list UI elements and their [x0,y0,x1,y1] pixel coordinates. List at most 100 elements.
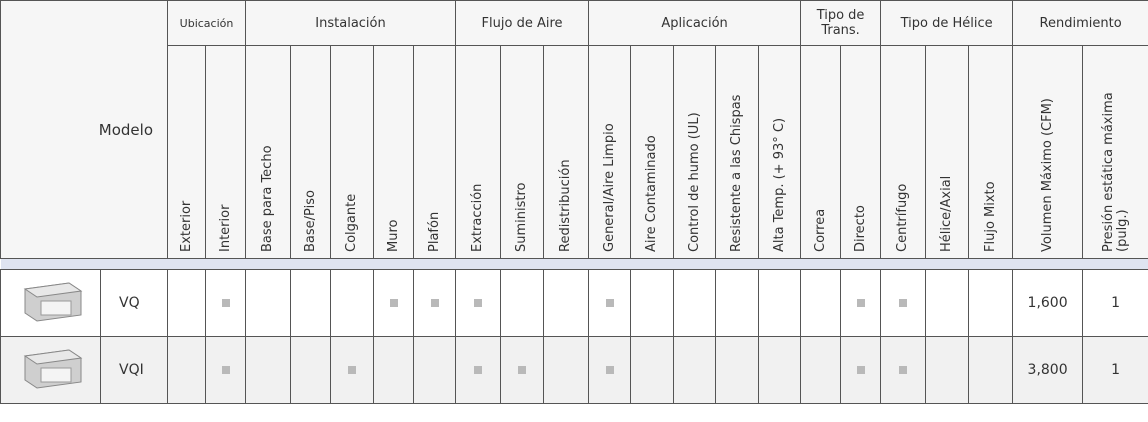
column-header-row: Exterior Interior Base para Techo Base/Piso… [1,45,1148,259]
feature-cell [715,336,760,404]
feature-cell [588,336,632,404]
column-label: Directo [852,205,868,252]
column-label: Extracción [470,183,486,252]
column-header: Presión estática máxima (pulg.) [1082,45,1148,259]
feature-cell [715,269,760,337]
performance-value: 3,800 [1012,336,1084,404]
feature-cell [205,269,246,337]
group-header: Rendimiento [1012,0,1148,46]
feature-cell [543,269,590,337]
performance-value: 1 [1082,269,1148,337]
column-label: Alta Temp. (+ 93° C) [771,117,787,252]
product-image [23,349,82,389]
column-header: Correa [800,45,842,259]
column-label: Flujo Mixto [982,181,998,252]
feature-cell [968,269,1014,337]
feature-cell [245,269,291,337]
feature-mark [899,365,908,374]
performance-value: 1,600 [1012,269,1084,337]
feature-mark [899,298,908,307]
column-label: Base para Techo [260,145,275,252]
feature-mark [605,365,614,374]
column-label: Interior [217,204,233,252]
column-header: Interior [205,45,246,259]
column-header: Aire Contaminado [630,45,675,259]
feature-cell [412,269,457,337]
feature-cell [840,269,882,337]
feature-mark [474,365,483,374]
column-header: Volumen Máximo (CFM) [1012,45,1084,259]
group-header: Tipo de Trans. [800,0,882,46]
feature-cell [840,336,882,404]
column-label: Colgante [344,193,359,252]
feature-cell [167,336,206,404]
feature-cell [167,269,206,337]
separator-cell [0,258,1148,270]
column-header: Suministro [500,45,545,259]
column-label: Aire Contaminado [644,135,660,252]
feature-cell [373,336,414,404]
image-cell [0,336,101,404]
feature-cell [330,336,374,404]
column-header: General/Aire Limpio [588,45,632,259]
feature-cell [758,336,802,404]
feature-mark [348,365,356,374]
column-label: Centrífugo [895,183,911,252]
feature-cell [673,269,717,337]
feature-cell [500,269,545,337]
column-header: Exterior [167,45,206,259]
column-header: Base/Piso [290,45,331,259]
feature-cell [245,336,291,404]
model-name: VQ [100,269,168,337]
group-header: Ubicación [167,0,246,46]
column-header: Base para Techo [245,45,291,259]
feature-cell [968,336,1014,404]
feature-cell [880,269,927,337]
product-row: VQI 3,800 1 [0,336,1148,404]
feature-mark [856,365,865,374]
feature-cell [673,336,717,404]
feature-mark [856,298,865,307]
column-label: Presión estática máxima (pulg.) [1100,92,1130,252]
group-header: Aplicación [588,0,802,46]
column-label: Muro [385,219,401,252]
feature-cell [373,269,414,337]
group-header: Instalación [244,0,457,46]
group-header: Flujo de Aire [455,0,590,46]
feature-mark [518,365,527,374]
column-header: Alta Temp. (+ 93° C) [758,45,802,259]
column-header: Extracción [455,45,502,259]
column-label: Exterior [178,200,194,252]
feature-cell [500,336,545,404]
column-label: Control de humo (UL) [686,112,702,252]
feature-cell [925,269,970,337]
feature-cell [630,336,675,404]
column-header: Flujo Mixto [968,45,1014,259]
column-header: Muro [373,45,414,259]
model-header: Modelo [0,0,168,259]
feature-mark [221,365,230,374]
feature-cell [330,269,374,337]
column-label: General/Aire Limpio [601,123,617,252]
column-header: Redistribución [543,45,590,259]
column-label: Correa [812,208,828,252]
feature-cell [543,336,590,404]
feature-mark [605,298,614,307]
column-header: Centrífugo [880,45,927,259]
feature-cell [205,336,246,404]
product-row: VQ 1,600 1 [0,269,1148,337]
column-header: Plafón [412,45,457,259]
column-header: Directo [840,45,882,259]
feature-cell [758,269,802,337]
model-label: Modelo [98,120,153,139]
column-header: Resistente a las Chispas [715,45,760,259]
column-label: Resistente a las Chispas [729,94,745,252]
feature-cell [455,269,502,337]
feature-mark [389,298,398,307]
product-image [23,282,82,322]
column-label: Hélice/Axial [939,175,955,252]
feature-cell [800,336,842,404]
feature-cell [290,336,331,404]
column-label: Base/Piso [302,190,318,252]
